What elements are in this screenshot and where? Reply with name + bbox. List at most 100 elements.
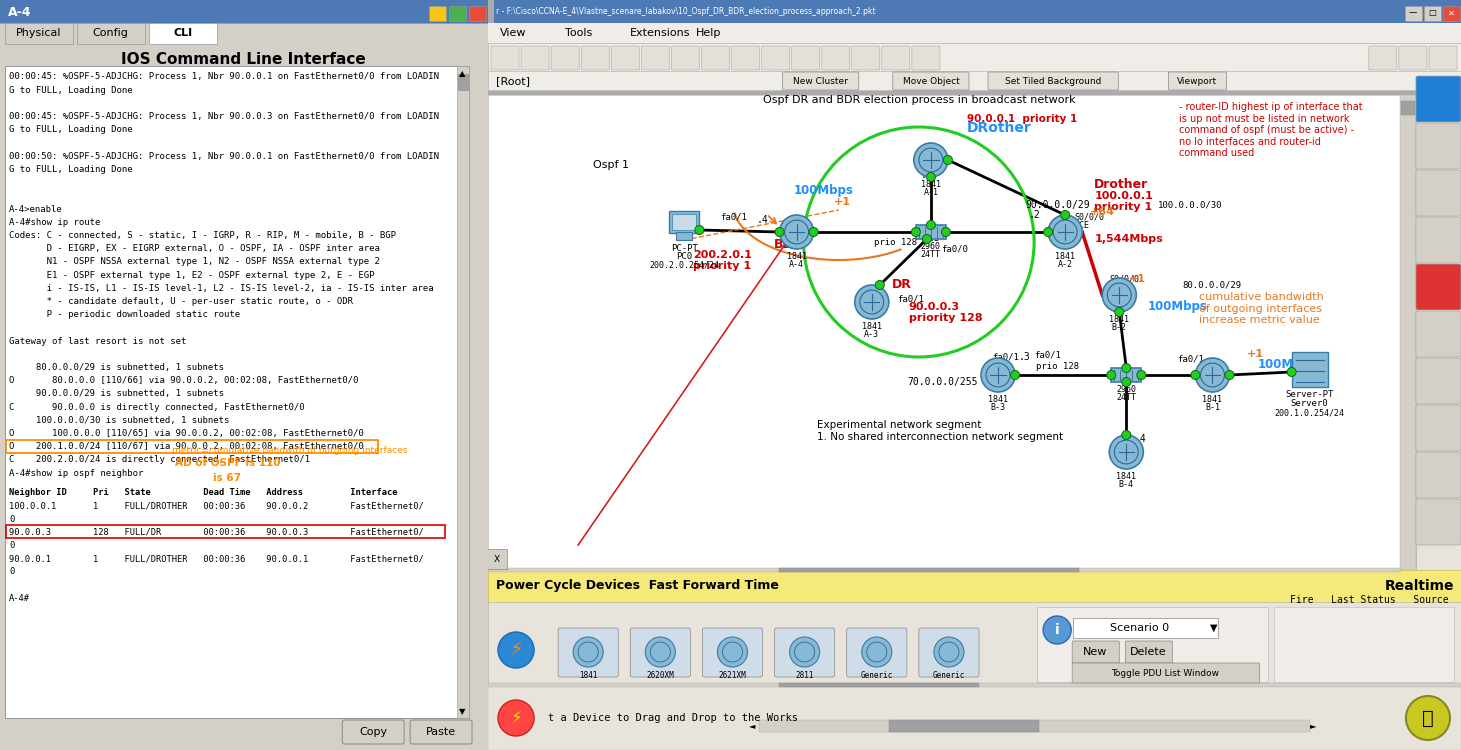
FancyBboxPatch shape — [1074, 618, 1218, 638]
FancyBboxPatch shape — [1274, 607, 1454, 682]
FancyBboxPatch shape — [1429, 46, 1457, 70]
Text: +1: +1 — [834, 197, 850, 207]
Circle shape — [915, 143, 948, 177]
FancyBboxPatch shape — [912, 46, 939, 70]
FancyBboxPatch shape — [430, 6, 446, 21]
FancyBboxPatch shape — [1112, 368, 1141, 382]
Circle shape — [717, 637, 748, 667]
Circle shape — [941, 227, 951, 236]
FancyBboxPatch shape — [1416, 76, 1461, 122]
FancyBboxPatch shape — [457, 66, 469, 718]
Text: Set Tiled Background: Set Tiled Background — [1005, 76, 1102, 86]
Text: Delete: Delete — [1129, 647, 1167, 657]
Text: 00:00:45: %OSPF-5-ADJCHG: Process 1, Nbr 90.0.0.3 on FastEthernet0/0 from LOADIN: 00:00:45: %OSPF-5-ADJCHG: Process 1, Nbr… — [9, 112, 438, 121]
FancyBboxPatch shape — [581, 46, 609, 70]
Text: .2: .2 — [1107, 281, 1119, 291]
FancyBboxPatch shape — [1369, 46, 1397, 70]
Text: 90.0.0.0/29 is subnetted, 1 subnets: 90.0.0.0/29 is subnetted, 1 subnets — [9, 389, 224, 398]
Text: B-3: B-3 — [991, 403, 1005, 412]
Text: +1: +1 — [1246, 349, 1264, 359]
Circle shape — [1043, 616, 1071, 644]
FancyBboxPatch shape — [0, 23, 488, 45]
FancyBboxPatch shape — [488, 685, 1461, 750]
Text: prio 128: prio 128 — [874, 238, 916, 247]
Text: r - F:\Cisco\CCNA-E_4\Vlastne_scenare_labakov\10_Ospf_DR_BDR_election_process_ap: r - F:\Cisco\CCNA-E_4\Vlastne_scenare_la… — [495, 8, 875, 16]
Circle shape — [934, 637, 964, 667]
Text: New Cluster: New Cluster — [793, 76, 847, 86]
Text: fa0/1: fa0/1 — [897, 294, 923, 303]
Text: ▼: ▼ — [459, 707, 465, 716]
FancyBboxPatch shape — [893, 72, 969, 90]
Text: A-4: A-4 — [7, 5, 32, 19]
Text: Ospf 1: Ospf 1 — [593, 160, 630, 170]
FancyBboxPatch shape — [919, 628, 979, 677]
FancyBboxPatch shape — [611, 46, 640, 70]
Text: A-3: A-3 — [865, 330, 880, 339]
Text: i - IS-IS, L1 - IS-IS level-1, L2 - IS-IS level-2, ia - IS-IS inter area: i - IS-IS, L1 - IS-IS level-1, L2 - IS-I… — [9, 284, 434, 292]
FancyBboxPatch shape — [732, 46, 760, 70]
Circle shape — [1061, 211, 1069, 220]
Text: Realtime: Realtime — [1385, 579, 1454, 593]
Circle shape — [922, 235, 932, 244]
Text: 90.0.0.3: 90.0.0.3 — [909, 302, 960, 312]
Circle shape — [573, 637, 603, 667]
Text: Tools: Tools — [565, 28, 592, 38]
Circle shape — [1137, 370, 1145, 380]
Text: - router-ID highest ip of interface that
is up not must be listed in network
com: - router-ID highest ip of interface that… — [1179, 102, 1363, 158]
Text: t a Device to Drag and Drop to the Works: t a Device to Drag and Drop to the Works — [548, 713, 798, 723]
Circle shape — [926, 220, 935, 230]
Text: 100Mbps: 100Mbps — [793, 184, 853, 197]
FancyBboxPatch shape — [847, 628, 907, 677]
Circle shape — [1287, 368, 1296, 376]
Text: DCE: DCE — [1074, 221, 1090, 230]
Text: Codes: C - connected, S - static, I - IGRP, R - RIP, M - mobile, B - BGP: Codes: C - connected, S - static, I - IG… — [9, 231, 396, 240]
Text: 90.0.0.1        1     FULL/DROTHER   00:00:36    90.0.0.1        FastEthernet0/: 90.0.0.1 1 FULL/DROTHER 00:00:36 90.0.0.… — [9, 554, 424, 563]
Text: CLI: CLI — [172, 28, 193, 38]
FancyBboxPatch shape — [758, 720, 1309, 732]
FancyBboxPatch shape — [1416, 95, 1461, 570]
Text: 200.2.0.1: 200.2.0.1 — [694, 250, 752, 260]
Text: S0/0/0: S0/0/0 — [1109, 274, 1140, 283]
Text: Scenario 0: Scenario 0 — [1110, 623, 1169, 633]
Text: [Root]: [Root] — [495, 76, 530, 86]
Circle shape — [1195, 358, 1230, 392]
Text: 0: 0 — [9, 541, 15, 550]
FancyBboxPatch shape — [792, 46, 820, 70]
FancyBboxPatch shape — [703, 628, 763, 677]
Text: Paste: Paste — [427, 727, 456, 737]
FancyBboxPatch shape — [1405, 6, 1422, 21]
FancyBboxPatch shape — [488, 95, 1400, 570]
Text: Generic: Generic — [932, 671, 966, 680]
FancyBboxPatch shape — [852, 46, 880, 70]
FancyBboxPatch shape — [1400, 95, 1416, 570]
Text: 200.1.0.254/24: 200.1.0.254/24 — [1274, 408, 1344, 417]
Text: 100.0.0.1: 100.0.0.1 — [1094, 191, 1153, 201]
Text: A-4#show ip route: A-4#show ip route — [9, 217, 101, 226]
Text: 100.0.0.0/30 is subnetted, 1 subnets: 100.0.0.0/30 is subnetted, 1 subnets — [9, 416, 229, 424]
FancyBboxPatch shape — [522, 46, 549, 70]
Text: O       80.0.0.0 [110/66] via 90.0.0.2, 00:02:08, FastEthernet0/0: O 80.0.0.0 [110/66] via 90.0.0.2, 00:02:… — [9, 376, 358, 385]
Text: B-2: B-2 — [1112, 323, 1126, 332]
Circle shape — [646, 637, 675, 667]
FancyBboxPatch shape — [1072, 641, 1119, 663]
Text: G to FULL, Loading Done: G to FULL, Loading Done — [9, 125, 133, 134]
FancyBboxPatch shape — [821, 46, 850, 70]
Text: Toggle PDU List Window: Toggle PDU List Window — [1112, 668, 1220, 677]
Text: 00:00:50: %OSPF-5-ADJCHG: Process 1, Nbr 90.0.0.1 on FastEthernet0/0 from LOADIN: 00:00:50: %OSPF-5-ADJCHG: Process 1, Nbr… — [9, 152, 438, 160]
Text: ✕: ✕ — [1448, 8, 1455, 17]
Text: Server-PT: Server-PT — [1286, 390, 1334, 399]
FancyBboxPatch shape — [1125, 641, 1172, 663]
Text: New: New — [1083, 647, 1107, 657]
Text: 80.0.0.0/29 is subnetted, 1 subnets: 80.0.0.0/29 is subnetted, 1 subnets — [9, 363, 224, 372]
Circle shape — [1122, 364, 1131, 373]
FancyBboxPatch shape — [487, 549, 507, 569]
Text: 1841: 1841 — [786, 252, 806, 261]
Text: priority 1: priority 1 — [1094, 202, 1153, 212]
Text: 1841: 1841 — [988, 395, 1008, 404]
Text: S0/0/0: S0/0/0 — [1074, 212, 1105, 221]
Text: A-4#show ip ospf neighbor: A-4#show ip ospf neighbor — [9, 469, 143, 478]
Text: ⚡: ⚡ — [508, 640, 523, 659]
FancyBboxPatch shape — [630, 628, 691, 677]
FancyBboxPatch shape — [411, 720, 472, 744]
Text: Move Object: Move Object — [903, 76, 960, 86]
